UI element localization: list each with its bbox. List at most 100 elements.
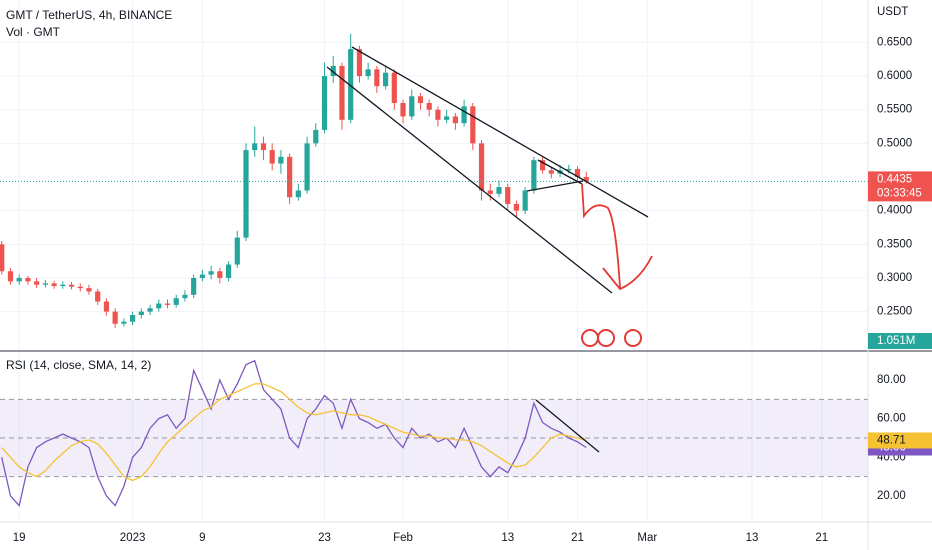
countdown: 03:33:45	[877, 187, 922, 199]
candle-body	[287, 156, 293, 198]
candle-body	[225, 264, 232, 278]
candle-body	[138, 311, 144, 315]
candle-body	[208, 271, 214, 275]
candle-body	[295, 190, 301, 198]
candle-body	[496, 187, 502, 194]
candle-body	[112, 311, 118, 324]
candle-body	[68, 284, 75, 287]
candle-body	[34, 281, 40, 285]
candle-body	[365, 69, 371, 77]
candle-body	[540, 160, 546, 171]
candle-body	[505, 187, 511, 204]
candle-body	[374, 69, 380, 87]
trend-line	[326, 66, 613, 294]
candle-body	[548, 170, 554, 174]
x-tick-label: 21	[815, 532, 828, 544]
candle-body	[348, 49, 354, 120]
y-tick-label: 0.6500	[877, 36, 912, 48]
candle-body	[583, 177, 589, 182]
candle-body	[260, 143, 267, 151]
x-tick-label: 2023	[120, 532, 146, 544]
candle-body	[330, 65, 336, 77]
candle-body	[16, 277, 22, 282]
y-tick-label: 20.00	[877, 490, 906, 502]
candle-body	[444, 116, 450, 120]
volume-title: Vol · GMT	[6, 25, 61, 39]
candle-body	[77, 286, 83, 289]
rsi-line	[1, 383, 587, 482]
currency: USDT	[877, 6, 908, 18]
candle-body	[435, 109, 441, 120]
candle-body	[304, 143, 310, 191]
candle-body	[409, 96, 415, 117]
candle-body	[182, 294, 188, 299]
candle-body	[313, 129, 319, 144]
red-arrow	[581, 183, 653, 291]
x-tick-label: 13	[746, 532, 759, 544]
candle-body	[269, 150, 275, 164]
candle-body	[147, 308, 153, 312]
candle-body	[7, 271, 14, 282]
y-tick-label: 0.3500	[877, 238, 912, 250]
candle-body	[356, 49, 363, 77]
candle-body	[252, 143, 258, 151]
candle-body	[321, 76, 328, 130]
x-tick-label: 21	[571, 532, 584, 544]
y-tick-label: 0.5500	[877, 104, 912, 116]
y-tick-label: 80.00	[877, 374, 906, 386]
flag	[581, 329, 599, 347]
candle-body	[86, 288, 92, 292]
candle-body	[156, 303, 162, 309]
x-tick-label: Mar	[637, 532, 657, 544]
y-tick-label: 0.4000	[877, 205, 912, 217]
event-flags	[581, 329, 642, 347]
candle-body	[60, 284, 66, 287]
candle-body	[164, 303, 171, 305]
flag	[624, 329, 642, 347]
candle-body	[452, 116, 458, 124]
candle-body	[199, 274, 205, 278]
candle-body	[391, 72, 397, 103]
trend-line	[526, 180, 584, 192]
y-tick-label: 0.3000	[877, 272, 912, 284]
value-tag-label: 48.71	[877, 434, 906, 446]
last-price-tag	[868, 171, 932, 202]
candle-body	[25, 277, 31, 282]
rsi-title: RSI (14, close, SMA, 14, 2)	[6, 358, 151, 372]
candle-body	[513, 203, 520, 211]
candle-body	[243, 150, 249, 238]
candle-body	[95, 291, 101, 302]
candle-body	[417, 96, 424, 103]
x-tick-label: 13	[501, 532, 514, 544]
volume-tag	[868, 333, 932, 349]
x-tick-label: Feb	[393, 532, 413, 544]
candle-body	[478, 143, 485, 191]
trend-line	[537, 159, 583, 185]
candle-body	[42, 283, 48, 285]
candle-body	[382, 72, 389, 87]
drawings	[326, 46, 653, 453]
last-price: 0.4435	[877, 173, 912, 185]
flag	[597, 329, 615, 347]
candle-body	[461, 106, 467, 124]
y-tick-label: 60.00	[877, 413, 906, 425]
candle-body	[51, 283, 57, 287]
candle-body	[574, 168, 581, 178]
candle-body	[103, 301, 110, 312]
value-tag	[868, 432, 932, 449]
rsi-trend-line	[535, 399, 600, 453]
candle-body	[487, 190, 493, 194]
candle-body	[173, 298, 179, 305]
candle-body	[129, 315, 136, 322]
x-tick-label: 23	[318, 532, 331, 544]
y-tick-label: 0.2500	[877, 306, 912, 318]
rsi-line	[1, 359, 587, 507]
candle-body	[278, 156, 284, 164]
x-tick-label: 9	[199, 532, 205, 544]
y-tick-label: 0.6000	[877, 70, 912, 82]
y-tick-label: 0.5000	[877, 137, 912, 149]
candle-body	[400, 102, 406, 117]
candle-body	[531, 160, 537, 191]
candle-body	[522, 190, 528, 211]
